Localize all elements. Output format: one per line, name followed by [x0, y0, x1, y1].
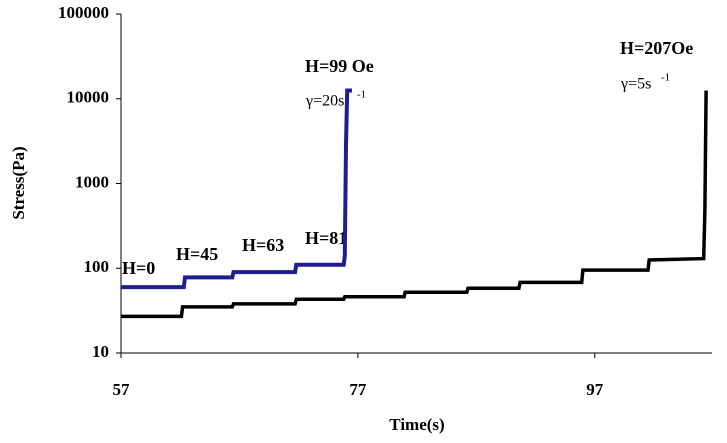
annotation: H=45 — [176, 244, 218, 264]
series-line — [121, 90, 708, 319]
annotation: H=63 — [242, 235, 284, 255]
y-tick-label: 100000 — [58, 3, 109, 22]
annotation: H=0 — [122, 258, 155, 278]
x-tick-label: 97 — [586, 380, 604, 399]
series-line — [121, 88, 352, 290]
y-tick-label: 1000 — [75, 172, 109, 191]
y-tick-label: 10000 — [67, 88, 110, 107]
annotation: -1 — [661, 72, 670, 84]
series-line-thin — [121, 90, 707, 317]
y-axis-label: Stress(Pa) — [9, 146, 28, 219]
x-tick-label: 57 — [113, 380, 131, 399]
annotation: H=81 — [305, 228, 347, 248]
annotation: H=207Oe — [620, 38, 693, 58]
annotation: γ=20s — [305, 93, 344, 110]
y-tick-label: 100 — [84, 257, 110, 276]
x-axis-label: Time(s) — [389, 415, 444, 434]
annotation: -1 — [357, 89, 366, 101]
series-line-thin — [121, 90, 352, 288]
y-tick-label: 10 — [92, 342, 109, 361]
x-tick-label: 77 — [349, 380, 367, 399]
annotation: H=99 Oe — [305, 56, 374, 76]
annotation: γ=5s — [620, 76, 651, 93]
